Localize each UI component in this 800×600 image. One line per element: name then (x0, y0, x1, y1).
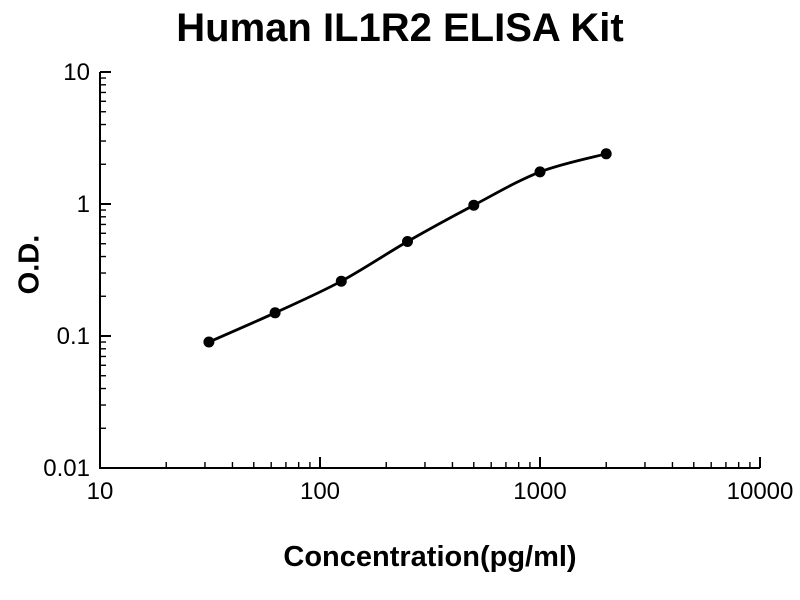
data-point-marker (600, 148, 612, 160)
data-point-marker (203, 336, 215, 348)
data-point-marker (534, 166, 546, 178)
x-tick-label: 100 (300, 478, 340, 505)
axis-lines (99, 72, 760, 469)
y-tick-label: 0.1 (57, 323, 90, 350)
data-point-marker (468, 199, 480, 211)
data-point-marker (402, 236, 413, 247)
y-tick-label: 1 (77, 191, 90, 218)
x-tick-label: 10 (87, 478, 114, 505)
x-tick-label: 10000 (727, 478, 794, 505)
chart-title: Human IL1R2 ELISA Kit (176, 6, 624, 50)
y-tick-label: 10 (63, 59, 90, 86)
data-point-marker (335, 275, 347, 287)
y-tick-label: 0.01 (43, 455, 90, 482)
data-point-marker (269, 307, 281, 319)
standard-curve-line (207, 152, 608, 344)
x-axis-label: Concentration(pg/ml) (283, 541, 577, 573)
x-tick-label: 1000 (513, 478, 566, 505)
